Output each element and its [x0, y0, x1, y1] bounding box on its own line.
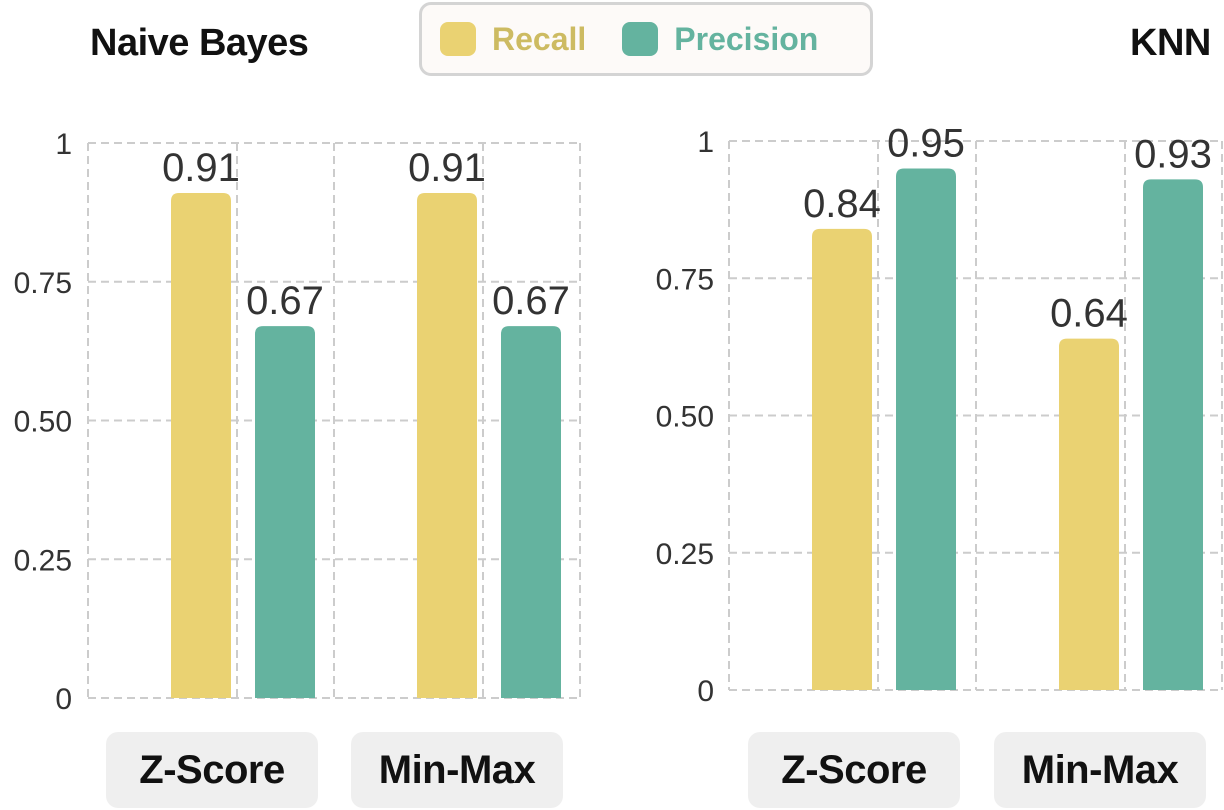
legend-label-precision: Precision	[674, 20, 819, 57]
naive-bayes-y-tick-label: 0.50	[14, 406, 72, 439]
chart-title-knn: KNN	[1130, 22, 1211, 64]
naive-bayes-bar-min-max-recall	[417, 192, 477, 698]
naive-bayes-y-tick-label: 0.75	[14, 267, 72, 300]
naive-bayes-bar-min-max-precision	[501, 326, 561, 698]
legend-item-precision: Precision	[622, 21, 818, 58]
knn-bar-min-max-precision	[1143, 179, 1203, 690]
knn-bar-z-score-recall	[812, 228, 872, 690]
naive-bayes-data-label-z-score-precision: 0.67	[246, 279, 324, 323]
naive-bayes-y-tick-label: 1	[55, 128, 72, 161]
knn-y-tick-label: 0.25	[656, 538, 714, 571]
knn-bar-min-max-recall	[1059, 338, 1119, 690]
category-label-naive-bayes-z-score: Z-Score	[106, 732, 318, 808]
knn-bar-z-score-precision	[896, 168, 956, 690]
knn-y-tick-label: 0.75	[656, 263, 714, 296]
naive-bayes-bar-z-score-precision	[255, 326, 315, 698]
naive-bayes-data-label-min-max-precision: 0.67	[492, 279, 570, 323]
knn-y-tick-label: 1	[697, 126, 714, 159]
naive-bayes-data-label-z-score-recall: 0.91	[162, 146, 240, 190]
category-label-knn-z-score: Z-Score	[748, 732, 960, 808]
naive-bayes-y-tick-label: 0.25	[14, 544, 72, 577]
knn-data-label-min-max-precision: 0.93	[1134, 132, 1212, 176]
category-label-knn-min-max: Min-Max	[994, 732, 1206, 808]
legend-swatch-recall	[440, 22, 476, 56]
chart-title-naive-bayes: Naive Bayes	[90, 22, 309, 64]
category-label-naive-bayes-min-max: Min-Max	[351, 732, 563, 808]
naive-bayes-y-tick-label: 0	[55, 683, 72, 716]
legend-swatch-precision	[622, 22, 659, 56]
knn-data-label-z-score-precision: 0.95	[887, 121, 965, 165]
naive-bayes-data-label-min-max-recall: 0.91	[408, 146, 486, 190]
knn-data-label-min-max-recall: 0.64	[1050, 292, 1128, 336]
legend-label-recall: Recall	[492, 20, 587, 57]
knn-y-tick-label: 0	[697, 675, 714, 708]
knn-y-tick-label: 0.50	[656, 401, 714, 434]
knn-data-label-z-score-recall: 0.84	[803, 182, 881, 226]
legend-item-recall: Recall	[440, 21, 586, 58]
naive-bayes-bar-z-score-recall	[171, 192, 231, 698]
legend: Recall Precision	[419, 2, 873, 76]
